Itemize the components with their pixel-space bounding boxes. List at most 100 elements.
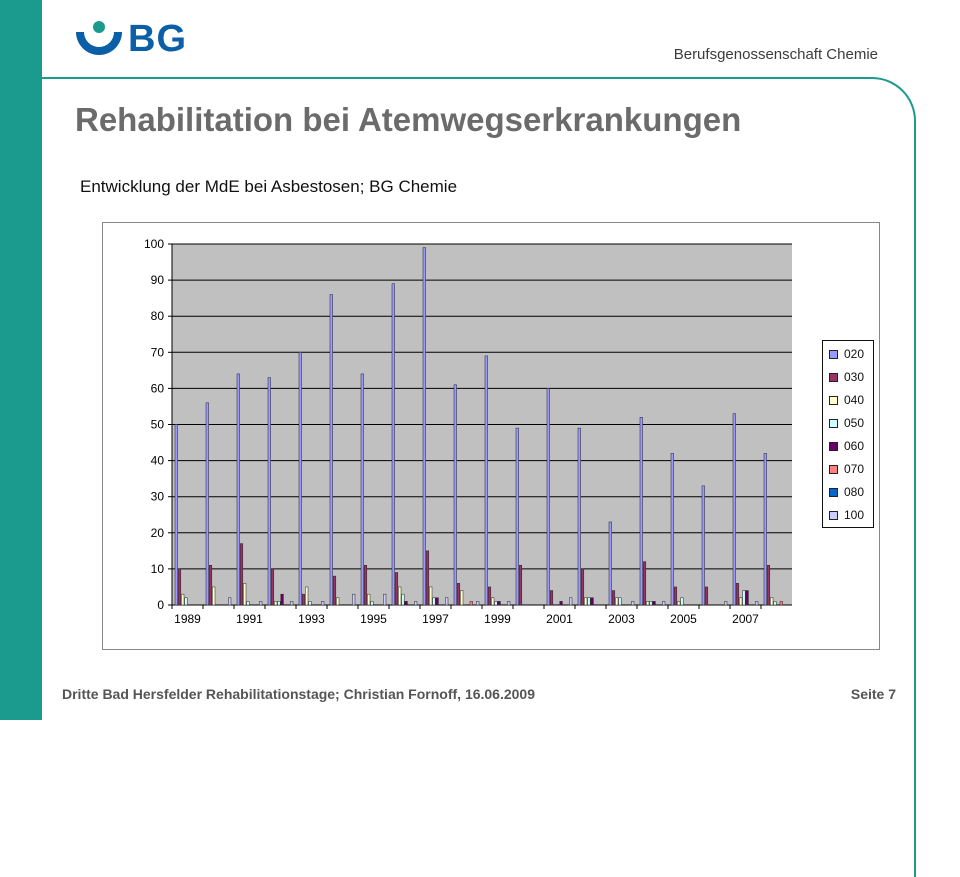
x-tick-label: 1999 [484,612,511,626]
bar-040-1995 [367,593,371,606]
y-tick-label: 100 [144,237,164,251]
chart-subtitle: Entwicklung der MdE bei Asbestosen; BG C… [80,177,458,196]
bar-100-1990 [228,597,232,606]
bar-100-1994 [352,593,356,606]
x-tick-label: 1997 [422,612,449,626]
legend-swatch [829,441,838,451]
bar-chart: 0 10 20 30 40 50 60 70 80 90 100 1989 1991 1993 1995 19… [144,237,792,626]
legend-label: 080 [844,485,865,499]
bar-020-2006 [701,485,705,606]
y-tick-label: 80 [151,309,165,323]
bar-030-2002 [580,568,585,606]
bar-100-1996 [414,601,418,606]
bar-030-2003 [611,590,616,606]
y-tick-label: 60 [151,381,165,395]
bar-030-2005 [673,586,678,606]
y-tick-label: 90 [151,273,165,287]
bar-100-2001 [569,597,573,606]
bar-040-2002 [584,597,588,606]
x-tick-label: 1989 [174,612,201,626]
bar-050-2004 [649,601,653,606]
bar-040-1994 [336,597,340,606]
bar-070-1998 [469,601,473,606]
bar-030-2006 [704,586,709,606]
bar-060-1999 [497,601,501,606]
bar-030-1989 [177,568,182,606]
legend-swatch [829,372,838,382]
bar-030-1993 [301,593,306,606]
legend-item-050: 050 [829,413,864,433]
bar-020-2008 [763,453,767,606]
bar-100-1992 [290,601,294,606]
bar-020-1998 [453,384,457,606]
bar-030-1992 [270,568,275,606]
bar-060-2004 [652,601,656,606]
bar-100-1997 [445,597,449,606]
bar-030-2001 [549,590,554,606]
slide-title: Rehabilitation bei Atemwegserkrankungen [75,101,742,138]
bar-050-1992 [277,601,281,606]
brand-side-bar [0,0,42,720]
bg-logo-icon [76,21,122,55]
bar-050-1996 [401,593,405,606]
bar-040-2003 [615,597,619,606]
bar-050-1997 [432,597,436,606]
logo-text: BG [128,18,187,60]
bar-030-1998 [456,583,461,606]
x-tick-label: 1995 [360,612,387,626]
bar-020-2003 [608,521,612,606]
bar-040-1999 [491,597,495,606]
legend-label: 060 [844,439,865,453]
bar-020-1997 [422,247,426,606]
bar-100-2003 [631,601,635,606]
bar-040-1996 [398,586,402,606]
x-tick-label: 1993 [298,612,325,626]
bar-030-2008 [766,565,771,606]
bar-020-2001 [546,388,550,606]
chart-container: 0 10 20 30 40 50 60 70 80 90 100 1989 1991 1993 1995 19… [102,222,880,650]
legend-swatch [829,349,838,359]
bar-100-2007 [755,601,759,606]
y-tick-label: 50 [151,418,165,432]
legend-label: 100 [844,508,865,522]
bar-040-1998 [460,590,464,606]
y-tick-label: 70 [151,345,165,359]
y-tick-label: 40 [151,454,165,468]
bar-050-2007 [742,590,746,606]
bar-020-2002 [577,427,581,606]
bar-030-2007 [735,583,740,606]
bar-060-1992 [280,593,284,606]
legend-item-100: 100 [829,505,864,525]
bar-030-1991 [239,543,244,606]
legend-swatch [829,395,838,405]
bar-070-2008 [779,601,783,606]
legend-item-080: 080 [829,482,864,502]
bar-060-2002 [590,597,594,606]
x-tick-label: 2001 [546,612,573,626]
bar-100-1991 [259,601,263,606]
bar-060-1996 [404,601,408,606]
bar-030-1994 [332,575,337,606]
legend-item-040: 040 [829,390,864,410]
x-tick-label: 2003 [608,612,635,626]
bar-020-2007 [732,413,736,606]
bar-020-2004 [639,417,643,606]
bar-050-1989 [184,597,188,606]
bar-040-2008 [770,597,774,606]
bar-020-1990 [205,402,209,606]
legend-item-070: 070 [829,459,864,479]
bar-060-1997 [435,597,439,606]
bar-040-1991 [243,583,247,606]
bar-050-1991 [246,601,250,606]
slide-frame [40,77,916,877]
bar-040-1990 [212,586,216,606]
x-tick-label: 1991 [236,612,263,626]
bar-020-1991 [236,373,240,606]
bar-040-2007 [739,597,743,606]
bar-050-1999 [494,601,498,606]
bar-100-1999 [507,601,511,606]
bar-100-1993 [321,601,325,606]
bar-020-1993 [298,352,302,606]
bar-040-1992 [274,601,278,606]
bar-040-2005 [677,601,681,606]
